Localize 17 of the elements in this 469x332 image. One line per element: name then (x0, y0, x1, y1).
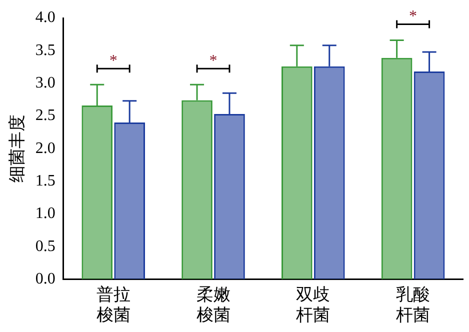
y-tick-label: 3.0 (35, 74, 56, 92)
x-tick-label: 柔嫩梭菌 (196, 284, 230, 324)
y-tick-label: 1.0 (35, 205, 56, 222)
y-tick-label: 0.0 (35, 270, 56, 288)
y-tick-label: 3.5 (35, 42, 56, 59)
y-tick-label: 2.0 (35, 140, 56, 157)
x-tick-label: 普拉梭菌 (96, 284, 130, 324)
x-tick-label: 双歧杆菌 (295, 284, 330, 324)
y-tick-label: 4.0 (35, 9, 56, 26)
y-axis-title: 细菌丰度 (8, 114, 27, 183)
annotation: * (409, 8, 418, 26)
y-tick-label: 1.5 (35, 172, 56, 190)
x-tick-label: 乳酸杆菌 (395, 284, 430, 324)
y-tick-label: 0.5 (35, 238, 56, 255)
annotation: * (109, 52, 118, 70)
y-tick-label: 2.5 (35, 107, 56, 124)
annotation: * (209, 52, 218, 70)
